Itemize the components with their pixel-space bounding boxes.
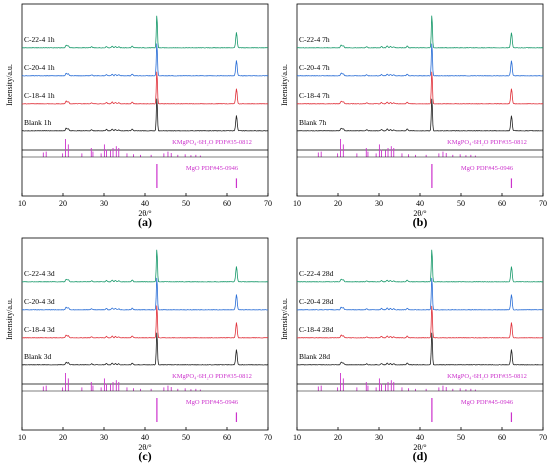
series-line bbox=[296, 332, 544, 366]
x-tick-label: 30 bbox=[100, 199, 108, 208]
x-tick-label: 50 bbox=[457, 199, 465, 208]
x-tick-label: 50 bbox=[457, 433, 465, 442]
series-label: C-22-4 3d bbox=[24, 269, 55, 278]
x-tick-label: 30 bbox=[375, 433, 383, 442]
series-label: C-18-4 3d bbox=[24, 325, 55, 334]
x-tick-label: 20 bbox=[59, 199, 67, 208]
x-tick-label: 60 bbox=[498, 199, 506, 208]
x-axis-label: 2θ/° bbox=[138, 443, 151, 452]
x-axis-label: 2θ/° bbox=[413, 209, 426, 218]
series-line bbox=[296, 71, 544, 105]
panel-label: (c) bbox=[138, 449, 151, 463]
reference-label: KMgPO₄·6H₂O PDF#35-0812 bbox=[447, 139, 527, 146]
series-label: C-20-4 3d bbox=[24, 297, 55, 306]
panel-label: (a) bbox=[138, 215, 152, 229]
series-label: C-20-4 28d bbox=[299, 297, 334, 306]
series-line bbox=[297, 249, 544, 283]
y-axis-label: Intensity/a.u. bbox=[280, 64, 289, 106]
x-tick-label: 60 bbox=[498, 433, 506, 442]
reference-label: KMgPO₄·6H₂O PDF#35-0812 bbox=[172, 139, 252, 146]
series-line bbox=[21, 332, 269, 366]
x-tick-label: 10 bbox=[293, 199, 301, 208]
x-tick-label: 40 bbox=[141, 433, 149, 442]
series-label: C-18-4 7h bbox=[299, 91, 330, 100]
x-tick-label: 20 bbox=[334, 433, 342, 442]
x-tick-label: 40 bbox=[416, 199, 424, 208]
series-line bbox=[296, 305, 544, 339]
reference-label: MgO PDF#45-0946 bbox=[186, 399, 239, 406]
panel-label: (b) bbox=[413, 215, 428, 229]
xrd-panel: 10 20 30 40 50 60 70 2θ/° Intensity/a.u. C-22-4 3… bbox=[5, 237, 272, 463]
reference-label: KMgPO₄·6H₂O PDF#35-0812 bbox=[172, 373, 252, 380]
series-label: C-18-4 28d bbox=[299, 325, 334, 334]
reference-label: MgO PDF#45-0946 bbox=[186, 165, 239, 172]
series-line bbox=[297, 15, 544, 49]
x-tick-label: 30 bbox=[100, 433, 108, 442]
x-tick-label: 10 bbox=[293, 433, 301, 442]
series-label: Blank 3d bbox=[24, 352, 52, 361]
x-tick-label: 10 bbox=[18, 433, 26, 442]
reference-label: MgO PDF#45-0946 bbox=[461, 165, 514, 172]
y-axis-label: Intensity/a.u. bbox=[5, 64, 14, 106]
series-line bbox=[21, 71, 269, 105]
x-tick-label: 70 bbox=[539, 199, 547, 208]
series-label: C-18-4 1h bbox=[24, 91, 55, 100]
series-line bbox=[296, 98, 543, 132]
series-line bbox=[21, 277, 269, 311]
xrd-panel: 10 20 30 40 50 60 70 2θ/° Intensity/a.u. C-22-4 2… bbox=[280, 237, 547, 463]
x-tick-label: 40 bbox=[141, 199, 149, 208]
series-line bbox=[21, 98, 269, 132]
x-tick-label: 60 bbox=[223, 199, 231, 208]
series-label: C-22-4 7h bbox=[299, 35, 330, 44]
series-label: Blank 1h bbox=[24, 118, 52, 127]
series-label: C-22-4 28d bbox=[299, 269, 334, 278]
x-axis-label: 2θ/° bbox=[138, 209, 151, 218]
x-tick-label: 10 bbox=[18, 199, 26, 208]
x-tick-label: 20 bbox=[334, 199, 342, 208]
x-tick-label: 30 bbox=[375, 199, 383, 208]
series-line bbox=[21, 249, 269, 283]
x-tick-label: 50 bbox=[182, 433, 190, 442]
series-line bbox=[21, 15, 269, 49]
reference-label: KMgPO₄·6H₂O PDF#35-0812 bbox=[447, 373, 527, 380]
x-tick-label: 70 bbox=[539, 433, 547, 442]
x-tick-label: 40 bbox=[416, 433, 424, 442]
x-axis-label: 2θ/° bbox=[413, 443, 426, 452]
series-line bbox=[297, 43, 543, 77]
series-line bbox=[21, 43, 268, 77]
xrd-panel: 10 20 30 40 50 60 70 2θ/° Intensity/a.u. C-22-4 1… bbox=[5, 3, 272, 229]
x-tick-label: 20 bbox=[59, 433, 67, 442]
series-label: Blank 28d bbox=[299, 352, 330, 361]
series-label: C-20-4 7h bbox=[299, 63, 330, 72]
xrd-panel: 10 20 30 40 50 60 70 2θ/° Intensity/a.u. C-22-4 7… bbox=[280, 3, 547, 229]
y-axis-label: Intensity/a.u. bbox=[280, 298, 289, 340]
x-tick-label: 70 bbox=[264, 199, 272, 208]
series-label: Blank 7h bbox=[299, 118, 327, 127]
x-tick-label: 70 bbox=[264, 433, 272, 442]
series-line bbox=[22, 305, 268, 339]
x-tick-label: 60 bbox=[223, 433, 231, 442]
panel-label: (d) bbox=[413, 449, 428, 463]
series-label: C-22-4 1h bbox=[24, 35, 55, 44]
y-axis-label: Intensity/a.u. bbox=[5, 298, 14, 340]
series-label: C-20-4 1h bbox=[24, 63, 55, 72]
x-tick-label: 50 bbox=[182, 199, 190, 208]
reference-label: MgO PDF#45-0946 bbox=[461, 399, 514, 406]
series-line bbox=[296, 277, 544, 311]
